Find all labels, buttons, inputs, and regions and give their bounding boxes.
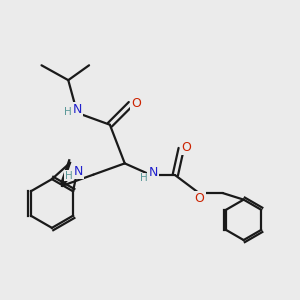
Text: H: H [64,107,72,117]
Text: H: H [140,173,148,183]
Text: O: O [131,97,141,110]
Text: O: O [182,141,191,154]
Text: N: N [73,103,83,116]
Text: N: N [148,166,158,179]
Text: O: O [195,192,205,205]
Text: N: N [74,165,83,178]
Text: H: H [65,171,73,181]
